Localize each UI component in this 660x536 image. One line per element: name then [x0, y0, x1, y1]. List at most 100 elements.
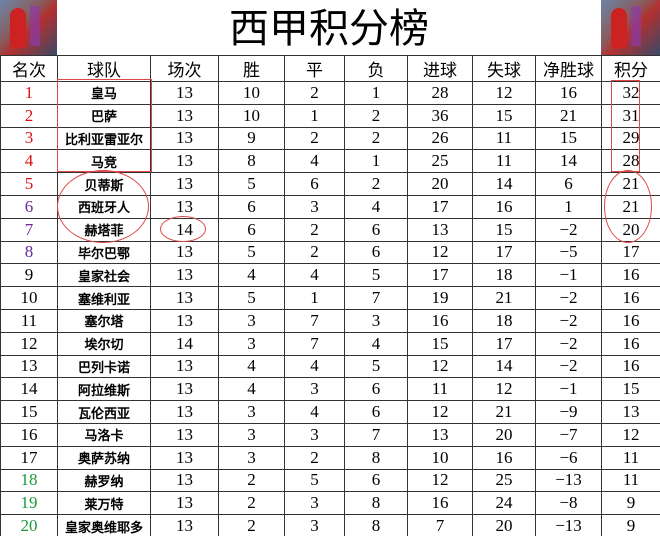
cell-team: 毕尔巴鄂 — [57, 240, 151, 265]
cell-goals-against: 24 — [472, 491, 536, 516]
cell-goal-diff: −8 — [535, 491, 602, 516]
table-row: 16 马洛卡 13 3 3 7 13 20 −7 12 — [0, 422, 660, 447]
cell-won: 2 — [218, 468, 285, 493]
table-row: 9 皇家社会 13 4 4 5 17 18 −1 16 — [0, 263, 660, 288]
cell-won: 3 — [218, 422, 285, 447]
cell-team: 塞维利亚 — [57, 286, 151, 310]
header-row: 名次 球队 场次胜平负进球 失球 净胜球 积分 — [0, 55, 660, 82]
cell-won: 3 — [218, 331, 285, 356]
cell-won: 8 — [218, 149, 285, 174]
anime-player-image-left — [0, 0, 57, 55]
cell-goals-against: 21 — [472, 286, 536, 310]
cell-played: 13 — [150, 400, 219, 424]
cell-rank: 6 — [0, 194, 58, 219]
cell-played: 13 — [150, 422, 219, 447]
cell-points: 17 — [601, 240, 660, 265]
cell-goals-against: 16 — [472, 445, 536, 470]
cell-drawn: 1 — [284, 103, 345, 128]
cell-points: 16 — [601, 354, 660, 379]
table-row: 6 西班牙人 13 6 3 4 17 16 1 21 — [0, 194, 660, 219]
table-row: 14 阿拉维斯 13 4 3 6 11 12 −1 15 — [0, 377, 660, 402]
cell-lost: 4 — [344, 194, 408, 219]
cell-goals-for: 13 — [407, 217, 473, 242]
cell-goals-against: 14 — [472, 172, 536, 196]
cell-goals-for: 15 — [407, 331, 473, 356]
cell-points: 29 — [601, 126, 660, 151]
cell-won: 4 — [218, 377, 285, 402]
cell-drawn: 4 — [284, 149, 345, 174]
cell-played: 13 — [150, 286, 219, 310]
cell-rank: 8 — [0, 240, 58, 265]
cell-points: 11 — [601, 445, 660, 470]
cell-goals-against: 20 — [472, 514, 536, 536]
table-row: 8 毕尔巴鄂 13 5 2 6 12 17 −5 17 — [0, 240, 660, 265]
cell-team: 皇家社会 — [57, 263, 151, 288]
header-points: 积分 — [601, 55, 660, 82]
cell-rank: 15 — [0, 400, 58, 424]
cell-rank: 13 — [0, 354, 58, 379]
cell-won: 6 — [218, 194, 285, 219]
cell-lost: 4 — [344, 331, 408, 356]
cell-points: 28 — [601, 149, 660, 174]
cell-rank: 14 — [0, 377, 58, 402]
cell-team: 比利亚雷亚尔 — [57, 126, 151, 151]
cell-goals-against: 18 — [472, 308, 536, 333]
cell-points: 21 — [601, 194, 660, 219]
cell-points: 16 — [601, 286, 660, 310]
cell-team: 塞尔塔 — [57, 308, 151, 333]
cell-lost: 6 — [344, 377, 408, 402]
cell-rank: 17 — [0, 445, 58, 470]
cell-rank: 18 — [0, 468, 58, 493]
cell-points: 20 — [601, 217, 660, 242]
table-row: 11 塞尔塔 13 3 7 3 16 18 −2 16 — [0, 308, 660, 333]
header-won: 胜 — [218, 55, 285, 82]
cell-lost: 3 — [344, 308, 408, 333]
cell-team: 阿拉维斯 — [57, 377, 151, 402]
cell-goal-diff: 16 — [535, 81, 602, 105]
cell-rank: 11 — [0, 308, 58, 333]
cell-lost: 6 — [344, 468, 408, 493]
cell-goal-diff: −2 — [535, 308, 602, 333]
cell-lost: 8 — [344, 445, 408, 470]
cell-won: 3 — [218, 445, 285, 470]
header-lost: 负 — [344, 55, 408, 82]
cell-drawn: 4 — [284, 400, 345, 424]
cell-lost: 2 — [344, 126, 408, 151]
cell-goals-for: 26 — [407, 126, 473, 151]
cell-played: 13 — [150, 308, 219, 333]
cell-rank: 5 — [0, 172, 58, 196]
cell-team: 皇马 — [57, 81, 151, 105]
cell-played: 13 — [150, 377, 219, 402]
cell-won: 2 — [218, 491, 285, 516]
cell-goals-against: 17 — [472, 240, 536, 265]
cell-goals-for: 7 — [407, 514, 473, 536]
cell-goals-for: 19 — [407, 286, 473, 310]
header-rank: 名次 — [0, 55, 58, 82]
cell-drawn: 3 — [284, 377, 345, 402]
cell-goals-against: 20 — [472, 422, 536, 447]
cell-won: 5 — [218, 286, 285, 310]
cell-goal-diff: −13 — [535, 514, 602, 536]
cell-drawn: 3 — [284, 514, 345, 536]
cell-lost: 5 — [344, 354, 408, 379]
cell-played: 13 — [150, 445, 219, 470]
cell-team: 瓦伦西亚 — [57, 400, 151, 424]
cell-rank: 3 — [0, 126, 58, 151]
cell-drawn: 2 — [284, 81, 345, 105]
cell-rank: 12 — [0, 331, 58, 356]
cell-played: 14 — [150, 331, 219, 356]
cell-lost: 6 — [344, 217, 408, 242]
cell-won: 4 — [218, 263, 285, 288]
cell-team: 皇家奥维耶多 — [57, 514, 151, 536]
cell-goals-against: 17 — [472, 331, 536, 356]
cell-won: 2 — [218, 514, 285, 536]
cell-goals-against: 12 — [472, 81, 536, 105]
cell-goal-diff: −7 — [535, 422, 602, 447]
cell-points: 21 — [601, 172, 660, 196]
table-row: 13 巴列卡诺 13 4 4 5 12 14 −2 16 — [0, 354, 660, 379]
cell-goals-against: 16 — [472, 194, 536, 219]
cell-goal-diff: −1 — [535, 377, 602, 402]
cell-played: 13 — [150, 354, 219, 379]
cell-goals-for: 20 — [407, 172, 473, 196]
